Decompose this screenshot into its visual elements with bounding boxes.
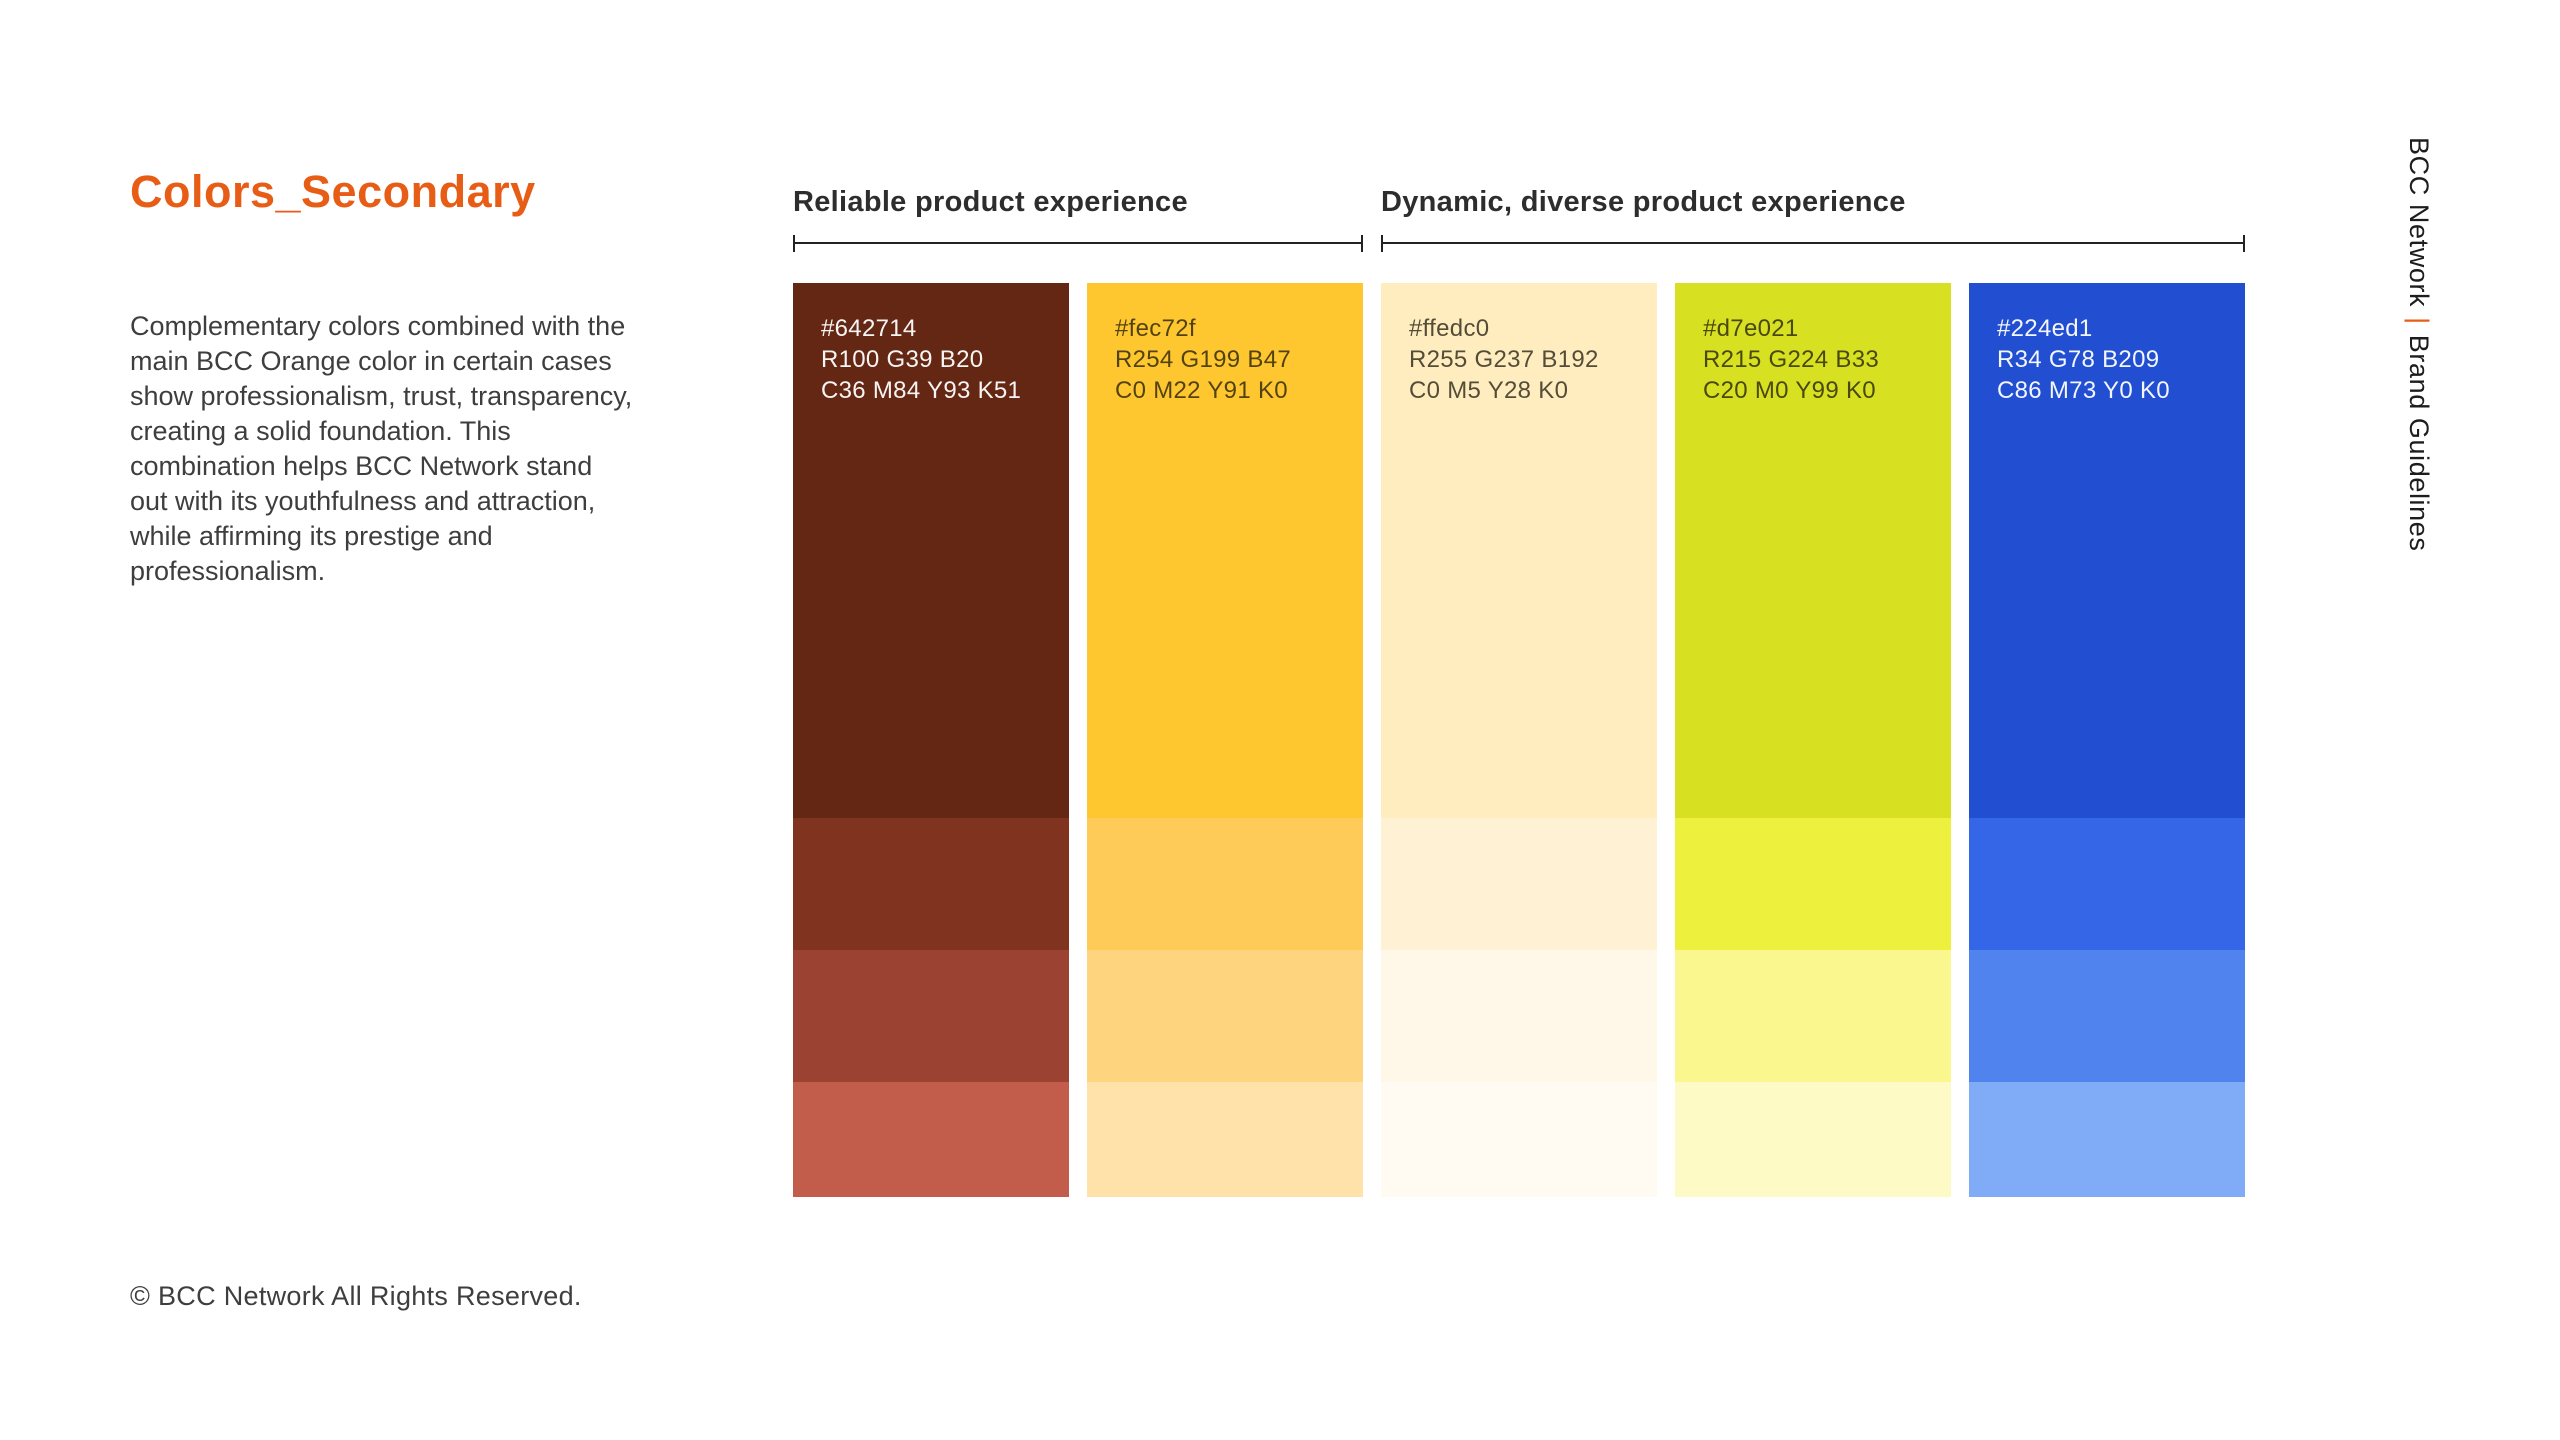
swatch-label: #224ed1 R34 G78 B209 C86 M73 Y0 K0 [1969,283,2245,406]
shade-band-tint-1 [793,817,1069,950]
shade-band-tint-3 [1087,1081,1363,1197]
color-group-dynamic: Dynamic, diverse product experience #ffe… [1381,186,2245,1197]
swatch-column-cream: #ffedc0 R255 G237 B192 C0 M5 Y28 K0 [1381,283,1657,1197]
swatch-cmyk-value: C0 M5 Y28 K0 [1409,377,1569,404]
swatch-label: #d7e021 R215 G224 B33 C20 M0 Y99 K0 [1675,283,1951,406]
swatch-hex-value: #224ed1 [1997,315,2093,342]
swatch-hex-value: #ffedc0 [1409,315,1490,342]
swatch-rgb-value: R215 G224 B33 [1703,346,1880,373]
swatch-rgb-value: R255 G237 B192 [1409,346,1599,373]
shade-band-tint-3 [1969,1081,2245,1197]
brand-name: BCC Network [2404,137,2434,308]
brand-separator: | [2404,317,2434,325]
shade-band-tint-2 [1969,949,2245,1082]
swatch-row: #642714 R100 G39 B20 C36 M84 Y93 K51 #fe… [793,283,1363,1197]
document-name: Brand Guidelines [2404,334,2434,552]
swatch-rgb-value: R254 G199 B47 [1115,346,1292,373]
swatch-column-lime: #d7e021 R215 G224 B33 C20 M0 Y99 K0 [1675,283,1951,1197]
swatch-column-blue: #224ed1 R34 G78 B209 C86 M73 Y0 K0 [1969,283,2245,1197]
shade-band-tint-1 [1675,817,1951,950]
swatch-cmyk-value: C20 M0 Y99 K0 [1703,377,1876,404]
swatch-row: #ffedc0 R255 G237 B192 C0 M5 Y28 K0 #d7e… [1381,283,2245,1197]
shade-band-main: #fec72f R254 G199 B47 C0 M22 Y91 K0 [1087,283,1363,818]
shade-band-tint-1 [1969,817,2245,950]
swatch-cmyk-value: C36 M84 Y93 K51 [821,377,1022,404]
copyright-notice: © BCC Network All Rights Reserved. [130,1281,582,1311]
description-paragraph: Complementary colors combined with the m… [130,311,633,586]
shade-band-tint-2 [1675,949,1951,1082]
group-bracket [1381,235,2245,252]
swatch-cmyk-value: C0 M22 Y91 K0 [1115,377,1288,404]
swatch-column-yellow: #fec72f R254 G199 B47 C0 M22 Y91 K0 [1087,283,1363,1197]
swatch-hex-value: #fec72f [1115,315,1196,342]
shade-band-tint-2 [1381,949,1657,1082]
swatch-hex-value: #d7e021 [1703,315,1799,342]
shade-band-tint-2 [793,949,1069,1082]
shade-band-main: #224ed1 R34 G78 B209 C86 M73 Y0 K0 [1969,283,2245,818]
page-title: Colors_Secondary [130,166,536,218]
shade-band-main: #ffedc0 R255 G237 B192 C0 M5 Y28 K0 [1381,283,1657,818]
shade-band-tint-3 [1381,1081,1657,1197]
swatch-label: #ffedc0 R255 G237 B192 C0 M5 Y28 K0 [1381,283,1657,406]
swatch-hex-value: #642714 [821,315,917,342]
swatch-label: #fec72f R254 G199 B47 C0 M22 Y91 K0 [1087,283,1363,406]
shade-band-tint-3 [793,1081,1069,1197]
swatch-rgb-value: R34 G78 B209 [1997,346,2160,373]
swatch-rgb-value: R100 G39 B20 [821,346,984,373]
color-group-reliable: Reliable product experience #642714 R100… [793,186,1363,1197]
swatch-label: #642714 R100 G39 B20 C36 M84 Y93 K51 [793,283,1069,406]
group-label-dynamic: Dynamic, diverse product experience [1381,186,1906,218]
swatch-cmyk-value: C86 M73 Y0 K0 [1997,377,2170,404]
group-label-reliable: Reliable product experience [793,186,1188,218]
shade-band-tint-3 [1675,1081,1951,1197]
shade-band-tint-2 [1087,949,1363,1082]
vertical-brand-caption: BCC Network | Brand Guidelines [2403,137,2434,552]
swatch-column-brown: #642714 R100 G39 B20 C36 M84 Y93 K51 [793,283,1069,1197]
group-bracket [793,235,1363,252]
shade-band-main: #642714 R100 G39 B20 C36 M84 Y93 K51 [793,283,1069,818]
shade-band-tint-1 [1381,817,1657,950]
shade-band-tint-1 [1087,817,1363,950]
shade-band-main: #d7e021 R215 G224 B33 C20 M0 Y99 K0 [1675,283,1951,818]
